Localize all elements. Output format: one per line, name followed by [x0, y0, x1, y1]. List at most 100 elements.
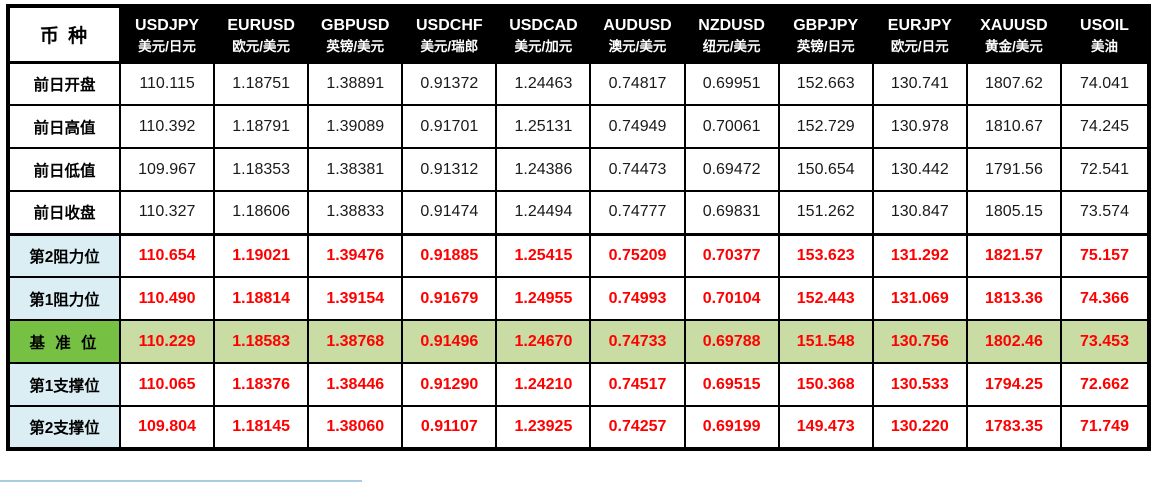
- cell-audusd: 0.74733: [589, 319, 686, 364]
- cell-usdchf: 0.91474: [401, 190, 498, 235]
- cell-nzdusd: 0.70104: [683, 276, 780, 321]
- cell-usdjpy: 110.392: [118, 104, 216, 149]
- row-label: 前日开盘: [7, 61, 121, 106]
- cell-usdchf: 0.91885: [401, 232, 498, 278]
- pair-chinese-name: 英镑/美元: [326, 38, 385, 54]
- cell-nzdusd: 0.69788: [683, 319, 780, 364]
- cell-eurusd: 1.18814: [213, 276, 310, 321]
- cell-usdjpy: 110.065: [118, 362, 216, 407]
- cell-xauusd: 1813.36: [965, 276, 1063, 321]
- cell-usdchf: 0.91372: [401, 61, 498, 106]
- cell-nzdusd: 0.69515: [683, 362, 780, 407]
- cell-usdchf: 0.91679: [401, 276, 498, 321]
- cell-xauusd: 1794.25: [965, 362, 1063, 407]
- row-label: 前日高值: [7, 104, 121, 149]
- cell-usoil: 72.541: [1060, 147, 1150, 192]
- cell-xauusd: 1802.46: [965, 319, 1063, 364]
- cell-usoil: 74.041: [1060, 61, 1150, 106]
- cell-usoil: 73.453: [1060, 319, 1150, 364]
- pair-symbol: EURJPY: [887, 16, 952, 34]
- row-label: 前日低值: [7, 147, 121, 192]
- cell-gbpjpy: 150.654: [777, 147, 874, 192]
- cell-usdjpy: 110.327: [118, 190, 216, 235]
- row-label: 第1阻力位: [7, 276, 121, 321]
- cell-usoil: 74.245: [1060, 104, 1150, 149]
- cell-usdjpy: 109.967: [118, 147, 216, 192]
- cell-audusd: 0.74949: [589, 104, 686, 149]
- cell-xauusd: 1807.62: [965, 61, 1063, 106]
- corner-cell-currency-type: 币 种: [7, 5, 121, 64]
- cell-usdjpy: 110.654: [118, 232, 216, 278]
- pair-chinese-name: 澳元/美元: [608, 38, 667, 54]
- cell-eurjpy: 131.069: [871, 276, 968, 321]
- pair-chinese-name: 美元/加元: [514, 38, 573, 54]
- pivot-table-container: 币 种 USDJPY 美元/日元 EURUSD 欧元/美元 GBPUSD 英镑/美元 USD…: [6, 4, 1151, 451]
- column-header-gbpjpy: GBPJPY 英镑/日元: [777, 5, 874, 64]
- cell-usdchf: 0.91290: [401, 362, 498, 407]
- cell-usdcad: 1.25131: [495, 104, 592, 149]
- cell-eurjpy: 131.292: [871, 232, 968, 278]
- column-header-eurjpy: EURJPY 欧元/日元: [871, 5, 968, 64]
- cell-eurjpy: 130.978: [871, 104, 968, 149]
- pair-chinese-name: 黄金/美元: [985, 38, 1043, 54]
- cell-eurjpy: 130.533: [871, 362, 968, 407]
- cell-usdcad: 1.24463: [495, 61, 592, 106]
- cell-usoil: 73.574: [1060, 190, 1150, 235]
- table-row-pivot-6: 基 准 位 110.229 1.18583 1.38768 0.91496 1.24670…: [7, 319, 1150, 364]
- pair-chinese-name: 纽元/美元: [702, 38, 761, 54]
- cell-usoil: 71.749: [1060, 405, 1150, 450]
- pair-chinese-name: 英镑/日元: [796, 38, 855, 54]
- pair-chinese-name: 欧元/美元: [232, 38, 291, 54]
- cell-xauusd: 1821.57: [965, 232, 1063, 278]
- pair-symbol: USDJPY: [135, 16, 200, 34]
- cell-eurusd: 1.18606: [213, 190, 310, 235]
- cell-audusd: 0.74473: [589, 147, 686, 192]
- cell-audusd: 0.74817: [589, 61, 686, 106]
- header-row: 币 种 USDJPY 美元/日元 EURUSD 欧元/美元 GBPUSD 英镑/美元 USD…: [7, 5, 1150, 64]
- cell-gbpusd: 1.38446: [307, 362, 404, 407]
- pair-symbol: AUDUSD: [603, 16, 672, 34]
- pair-chinese-name: 美油: [1091, 38, 1118, 54]
- row-label: 基 准 位: [7, 319, 121, 364]
- cell-gbpusd: 1.38833: [307, 190, 404, 235]
- cell-usdjpy: 109.804: [118, 405, 216, 450]
- cell-usdchf: 0.91107: [401, 405, 498, 450]
- cell-usdcad: 1.23925: [495, 405, 592, 450]
- column-header-eurusd: EURUSD 欧元/美元: [213, 5, 310, 64]
- cell-usdjpy: 110.490: [118, 276, 216, 321]
- cell-eurusd: 1.18376: [213, 362, 310, 407]
- pair-symbol: EURUSD: [227, 16, 295, 34]
- cell-usdjpy: 110.229: [118, 319, 216, 364]
- cell-eurusd: 1.18583: [213, 319, 310, 364]
- cell-gbpusd: 1.38891: [307, 61, 404, 106]
- column-header-xauusd: XAUUSD 黄金/美元: [965, 5, 1063, 64]
- cell-gbpjpy: 152.663: [777, 61, 874, 106]
- cell-gbpjpy: 153.623: [777, 232, 874, 278]
- cell-audusd: 0.74257: [589, 405, 686, 450]
- pair-chinese-name: 美元/日元: [138, 38, 196, 54]
- row-label: 第2阻力位: [7, 232, 121, 278]
- cell-gbpusd: 1.39089: [307, 104, 404, 149]
- cell-eurjpy: 130.442: [871, 147, 968, 192]
- cell-gbpjpy: 150.368: [777, 362, 874, 407]
- table-row-support-7: 第1支撑位 110.065 1.18376 1.38446 0.91290 1.24210…: [7, 362, 1150, 407]
- cell-eurusd: 1.18751: [213, 61, 310, 106]
- cell-xauusd: 1783.35: [965, 405, 1063, 450]
- cell-usdchf: 0.91312: [401, 147, 498, 192]
- cell-eurjpy: 130.847: [871, 190, 968, 235]
- table-row-normal-2: 前日低值 109.967 1.18353 1.38381 0.91312 1.24386 0…: [7, 147, 1150, 192]
- table-row-normal-3: 前日收盘 110.327 1.18606 1.38833 0.91474 1.24494 0…: [7, 190, 1150, 235]
- cell-gbpusd: 1.38060: [307, 405, 404, 450]
- cell-eurusd: 1.18145: [213, 405, 310, 450]
- cell-audusd: 0.75209: [589, 232, 686, 278]
- cell-nzdusd: 0.69199: [683, 405, 780, 450]
- row-label: 第2支撑位: [7, 405, 121, 450]
- column-header-gbpusd: GBPUSD 英镑/美元: [307, 5, 404, 64]
- table-body: 前日开盘 110.115 1.18751 1.38891 0.91372 1.24463 0…: [7, 61, 1150, 450]
- cell-audusd: 0.74777: [589, 190, 686, 235]
- row-label: 第1支撑位: [7, 362, 121, 407]
- table-row-normal-1: 前日高值 110.392 1.18791 1.39089 0.91701 1.25131 0…: [7, 104, 1150, 149]
- cell-usdchf: 0.91701: [401, 104, 498, 149]
- cell-nzdusd: 0.69831: [683, 190, 780, 235]
- cell-usdcad: 1.24210: [495, 362, 592, 407]
